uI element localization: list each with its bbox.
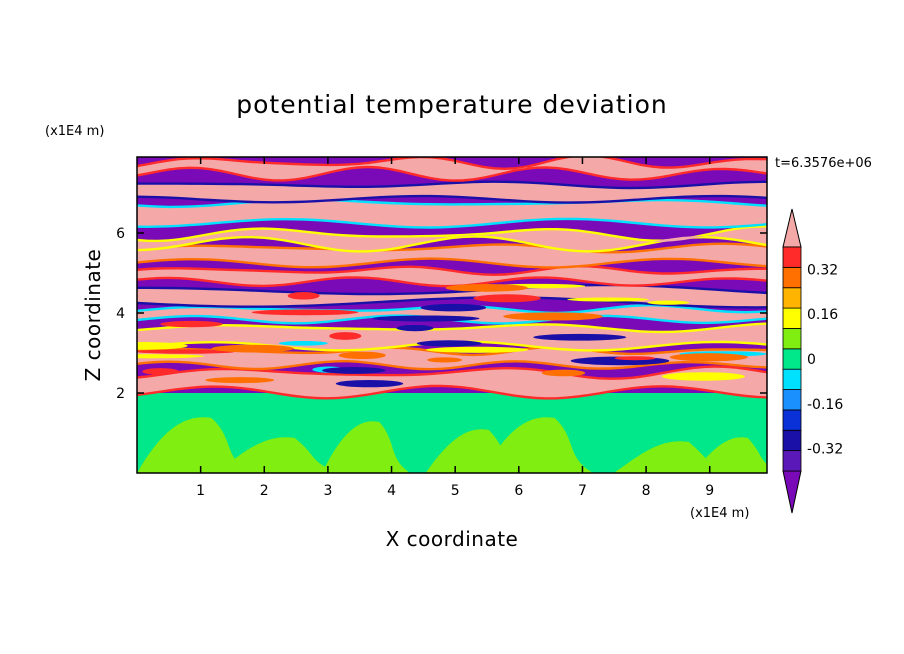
colorbar-tick-label: -0.32 xyxy=(807,442,843,458)
lower-layer-plume xyxy=(692,437,767,473)
colorbar-tick-label: -0.16 xyxy=(807,397,843,413)
turbulent-streak xyxy=(287,292,320,300)
turbulent-streak xyxy=(427,357,463,363)
contour-field xyxy=(137,157,767,473)
turbulent-streak xyxy=(533,333,627,341)
turbulent-streak xyxy=(338,351,386,360)
turbulent-streak xyxy=(647,300,690,305)
turbulent-streak xyxy=(142,368,179,375)
colorbar-swatch xyxy=(782,307,802,329)
colorbar-extend-max xyxy=(782,208,802,248)
turbulent-streak xyxy=(372,315,480,322)
x-tick-label: 3 xyxy=(323,483,332,499)
turbulent-streak xyxy=(251,309,359,316)
x-tick-label: 2 xyxy=(260,483,269,499)
colorbar-swatch xyxy=(782,429,802,452)
colorbar-swatch xyxy=(782,389,802,411)
plot-area xyxy=(137,157,767,473)
time-label: t=6.3576e+06 xyxy=(775,156,872,171)
colorbar-tick-label: 0.32 xyxy=(807,262,838,278)
turbulent-streak xyxy=(335,379,404,388)
warm-band xyxy=(137,157,767,180)
colorbar-swatch xyxy=(782,266,802,289)
turbulent-streak xyxy=(614,356,656,361)
turbulent-streak xyxy=(160,320,223,328)
turbulent-streak xyxy=(137,342,188,350)
x-tick-label: 7 xyxy=(578,483,587,499)
turbulent-streak xyxy=(278,340,328,346)
turbulent-streak xyxy=(137,349,236,354)
x-axis-unit: (x1E4 m) xyxy=(690,506,749,521)
x-tick-label: 9 xyxy=(705,483,714,499)
turbulent-streak xyxy=(661,372,745,381)
x-axis-label: X coordinate xyxy=(386,527,519,551)
turbulent-streak xyxy=(396,324,434,332)
turbulent-streak xyxy=(329,332,362,340)
lower-layer-plume xyxy=(217,437,337,473)
turbulent-streak xyxy=(205,377,275,384)
warm-band xyxy=(137,200,767,227)
turbulent-streak xyxy=(473,294,541,303)
x-tick-label: 5 xyxy=(451,483,460,499)
x-tick-label: 1 xyxy=(196,483,205,499)
colorbar-swatch xyxy=(782,450,802,472)
warm-band xyxy=(137,367,767,398)
y-tick-label: 2 xyxy=(116,386,125,402)
warm-band xyxy=(137,306,767,323)
colorbar-swatch xyxy=(782,246,802,268)
lower-layer-plume xyxy=(482,417,594,473)
turbulent-streak xyxy=(669,353,748,362)
colorbar-extend-min xyxy=(782,470,802,514)
colorbar: 0.32 0.16 0 -0.16 -0.32 xyxy=(782,208,843,514)
y-tick-label: 4 xyxy=(116,306,125,322)
x-tick-label: 4 xyxy=(387,483,396,499)
colorbar-tick-label: 0.16 xyxy=(807,307,838,323)
colorbar-swatch xyxy=(782,287,802,309)
turbulent-streak xyxy=(567,297,649,302)
x-ticks: 1 2 3 4 5 6 7 8 9 xyxy=(196,157,714,499)
lower-layer-plume xyxy=(322,421,411,473)
y-ticks: 2 4 6 xyxy=(116,226,767,402)
turbulent-streak xyxy=(445,283,528,292)
turbulent-streak xyxy=(503,312,603,321)
lower-layer-plume xyxy=(137,417,252,473)
warm-band xyxy=(137,227,767,251)
turbulent-streak xyxy=(420,303,487,312)
colorbar-swatch xyxy=(782,328,802,350)
turbulent-streak xyxy=(137,354,204,359)
chart-title: potential temperature deviation xyxy=(236,90,667,119)
warm-band xyxy=(137,267,767,285)
x-tick-label: 6 xyxy=(514,483,523,499)
y-axis-label: Z coordinate xyxy=(81,249,105,382)
warm-band xyxy=(137,182,767,202)
warm-band xyxy=(137,286,767,307)
turbulent-streak xyxy=(211,344,295,353)
colorbar-swatch xyxy=(782,368,802,390)
y-tick-label: 6 xyxy=(116,226,125,242)
colorbar-tick-label: 0 xyxy=(807,352,816,368)
turbulent-streak xyxy=(416,340,482,347)
turbulent-streak xyxy=(425,346,529,353)
x-tick-label: 8 xyxy=(642,483,651,499)
plot-frame xyxy=(136,156,768,474)
colorbar-swatch xyxy=(782,348,802,370)
y-axis-unit: (x1E4 m) xyxy=(45,124,104,139)
turbulent-streak xyxy=(322,367,386,374)
turbulent-streak xyxy=(541,369,586,377)
colorbar-swatch xyxy=(782,409,802,431)
warm-band xyxy=(137,244,767,267)
